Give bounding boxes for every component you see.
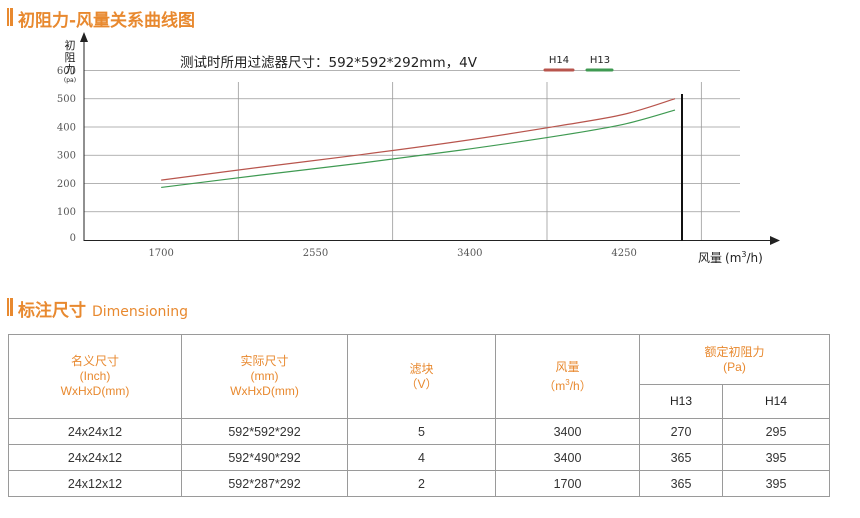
cell-actual-size: 592*592*292 <box>181 418 348 445</box>
y-axis-label-unit: (pa) <box>64 77 76 84</box>
y-tick-label: 600 <box>57 66 76 77</box>
cell-h13: 270 <box>639 418 723 445</box>
dimension-table: 名义尺寸 (Inch) WxHxD(mm) 实际尺寸 (mm) WxHxD(mm… <box>8 334 831 497</box>
cell-airflow: 3400 <box>495 444 640 471</box>
section-marker <box>7 298 13 316</box>
cell-h14: 395 <box>721 470 831 497</box>
cell-h14: 395 <box>721 444 831 471</box>
y-tick-label: 200 <box>57 179 76 190</box>
chart-series <box>161 98 676 189</box>
x-axis-label: 风量 (m3/h) <box>698 250 763 265</box>
y-axis-label-3: 力 <box>65 63 76 76</box>
legend-label-h14: H14 <box>549 55 569 66</box>
dimension-section-title: 标注尺寸 Dimensioning <box>18 296 188 321</box>
header-rated-resistance: 额定初阻力 (Pa) <box>638 334 831 385</box>
cell-h14: 295 <box>721 418 831 445</box>
cell-actual-size: 592*287*292 <box>181 470 348 497</box>
chart-title: 测试时所用过滤器尺寸：592*592*292mm，4V <box>180 55 478 71</box>
chart-legend: H14 H13 <box>543 55 614 72</box>
y-axis-label-1: 初 <box>65 38 76 52</box>
x-tick-label: 1700 <box>148 248 173 259</box>
legend-label-h13: H13 <box>590 55 610 66</box>
cell-filter-blocks: 4 <box>347 444 496 471</box>
dimension-title-en: Dimensioning <box>92 304 189 320</box>
y-tick-label: 100 <box>57 207 76 218</box>
cell-h13: 365 <box>639 470 723 497</box>
cell-h13: 365 <box>639 444 723 471</box>
x-axis-arrow <box>770 236 780 245</box>
cell-nominal-size: 24x24x12 <box>8 418 182 445</box>
x-tick-labels: 1700 2550 3400 4250 <box>148 248 636 259</box>
x-tick-label: 4250 <box>611 248 636 259</box>
y-axis-arrow <box>80 32 88 42</box>
y-tick-label: 0 <box>70 233 76 244</box>
y-tick-labels: 0 100 200 300 400 500 600 <box>57 66 76 244</box>
cell-airflow: 1700 <box>495 470 640 497</box>
cell-filter-blocks: 5 <box>347 418 496 445</box>
header-filter-blocks: 滤块 （V） <box>347 334 496 419</box>
dimension-title-cn: 标注尺寸 <box>18 301 86 321</box>
table-row: 24x24x12 592*592*292 5 3400 270 295 <box>8 418 831 445</box>
table-row: 24x24x12 592*490*292 4 3400 365 395 <box>8 444 831 471</box>
cell-nominal-size: 24x12x12 <box>8 470 182 497</box>
series-line-h14 <box>161 98 676 181</box>
chart-section-title: 初阻力-风量关系曲线图 <box>18 11 196 31</box>
chart-grid <box>84 70 740 240</box>
series-line-h13 <box>161 109 676 189</box>
header-actual-size: 实际尺寸 (mm) WxHxD(mm) <box>181 334 348 419</box>
section-marker <box>7 8 13 26</box>
header-h14: H14 <box>721 384 831 419</box>
cell-actual-size: 592*490*292 <box>181 444 348 471</box>
header-airflow: 风量 （m3/h） <box>495 334 640 419</box>
y-axis-label-2: 阻 <box>65 51 76 64</box>
header-h13: H13 <box>639 384 723 419</box>
cell-airflow: 3400 <box>495 418 640 445</box>
y-tick-label: 400 <box>57 122 76 133</box>
chart-axes <box>80 32 780 245</box>
cell-filter-blocks: 2 <box>347 470 496 497</box>
table-row: 24x12x12 592*287*292 2 1700 365 395 <box>8 470 831 497</box>
x-tick-label: 2550 <box>303 248 328 259</box>
cell-nominal-size: 24x24x12 <box>8 444 182 471</box>
y-tick-label: 500 <box>57 94 76 105</box>
header-nominal-size: 名义尺寸 (Inch) WxHxD(mm) <box>8 334 182 419</box>
x-tick-label: 3400 <box>457 248 482 259</box>
resistance-airflow-chart: 0 100 200 300 400 500 600 1700 2550 3400 4250 初 阻… <box>57 32 780 265</box>
y-tick-label: 300 <box>57 151 76 162</box>
